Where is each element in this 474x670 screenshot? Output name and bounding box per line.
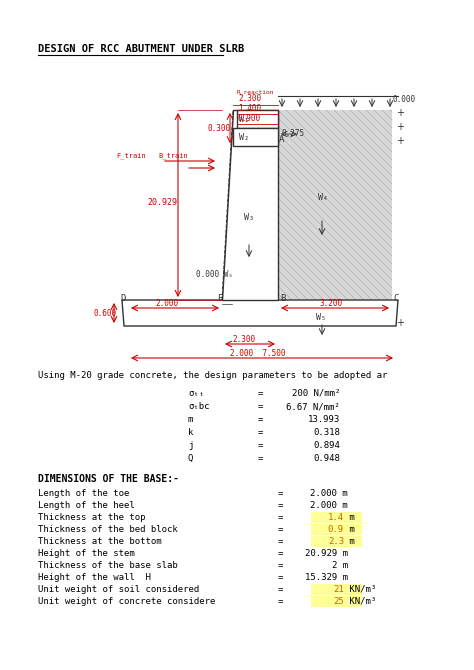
Text: F_train: F_train [116, 152, 146, 159]
Polygon shape [237, 110, 278, 128]
Text: =: = [278, 489, 283, 498]
Text: R_reaction: R_reaction [237, 89, 274, 94]
Text: 1.400: 1.400 [238, 104, 261, 113]
Text: W₁: W₁ [239, 115, 249, 124]
Text: E: E [217, 294, 222, 303]
Text: W₂: W₂ [239, 133, 249, 142]
Text: 2.300: 2.300 [232, 335, 255, 344]
Text: 0.300: 0.300 [208, 124, 231, 133]
Text: Thickness at the bottom: Thickness at the bottom [38, 537, 162, 546]
Text: 20.929: 20.929 [147, 198, 177, 207]
Text: +: + [396, 318, 404, 328]
Text: =: = [278, 597, 283, 606]
Text: Unit weight of concrete considere: Unit weight of concrete considere [38, 597, 215, 606]
Text: C: C [393, 294, 398, 303]
Text: Length of the toe: Length of the toe [38, 489, 129, 498]
Text: 1.4: 1.4 [328, 513, 344, 522]
Text: =: = [258, 402, 264, 411]
Text: 200 N/mm²: 200 N/mm² [292, 389, 340, 398]
Text: +: + [396, 136, 404, 146]
Text: =: = [278, 573, 283, 582]
Text: k: k [188, 428, 193, 437]
Text: =: = [278, 549, 283, 558]
Text: 0.9: 0.9 [328, 525, 344, 534]
Text: D: D [120, 294, 126, 303]
Text: Length of the heel: Length of the heel [38, 501, 135, 510]
Polygon shape [222, 110, 278, 300]
Text: W₃: W₃ [244, 213, 254, 222]
Text: Unit weight of soil considered: Unit weight of soil considered [38, 585, 199, 594]
Text: B: B [280, 294, 285, 303]
Text: σₜbc: σₜbc [188, 402, 210, 411]
Text: =: = [278, 513, 283, 522]
Polygon shape [278, 110, 392, 300]
Text: =: = [278, 525, 283, 534]
Text: +: + [396, 122, 404, 132]
Text: =: = [278, 561, 283, 570]
Text: =: = [258, 428, 264, 437]
Text: m: m [344, 537, 355, 546]
Text: KN/m³: KN/m³ [344, 585, 376, 594]
Text: Using M-20 grade concrete, the design parameters to be adopted ar: Using M-20 grade concrete, the design pa… [38, 371, 387, 380]
Text: 2.000 m: 2.000 m [310, 489, 348, 498]
Text: 2.300: 2.300 [238, 94, 261, 103]
FancyBboxPatch shape [311, 584, 363, 594]
Text: Height of the stem: Height of the stem [38, 549, 135, 558]
Text: =: = [278, 501, 283, 510]
FancyBboxPatch shape [311, 523, 363, 535]
Text: Height of the wall  H: Height of the wall H [38, 573, 151, 582]
Text: 0.600: 0.600 [94, 309, 117, 318]
Text: Thickness of the base slab: Thickness of the base slab [38, 561, 178, 570]
Text: 6.67 N/mm²: 6.67 N/mm² [286, 402, 340, 411]
Text: 2.000  7.500: 2.000 7.500 [230, 349, 285, 358]
Text: Q: Q [188, 454, 193, 463]
Text: =: = [258, 454, 264, 463]
Text: 0.318: 0.318 [313, 428, 340, 437]
Text: 0.900: 0.900 [238, 114, 261, 123]
Text: 2.000: 2.000 [155, 299, 178, 308]
Text: =: = [258, 441, 264, 450]
Text: 21: 21 [333, 585, 344, 594]
Text: 13.993: 13.993 [308, 415, 340, 424]
Text: 0.000 Wₛ: 0.000 Wₛ [196, 270, 233, 279]
Text: 2.000 m: 2.000 m [310, 501, 348, 510]
Text: Thickness at the top: Thickness at the top [38, 513, 146, 522]
Text: 2 m: 2 m [332, 561, 348, 570]
FancyBboxPatch shape [311, 596, 363, 606]
Text: σₜₜ: σₜₜ [188, 389, 204, 398]
Text: m: m [188, 415, 193, 424]
Polygon shape [233, 128, 278, 146]
Text: 25: 25 [333, 597, 344, 606]
Text: m: m [344, 513, 355, 522]
Text: =: = [278, 537, 283, 546]
Text: 3.200: 3.200 [320, 299, 343, 308]
Text: 15.329 m: 15.329 m [305, 573, 348, 582]
Text: A: A [279, 135, 284, 144]
Text: Thickness of the bed block: Thickness of the bed block [38, 525, 178, 534]
Text: W₅: W₅ [316, 313, 326, 322]
Text: DIMENSIONS OF THE BASE:-: DIMENSIONS OF THE BASE:- [38, 474, 179, 484]
FancyBboxPatch shape [311, 511, 363, 523]
Text: 0.000: 0.000 [393, 95, 416, 104]
Text: 20.929 m: 20.929 m [305, 549, 348, 558]
Text: j: j [188, 441, 193, 450]
Text: DESIGN OF RCC ABUTMENT UNDER SLRB: DESIGN OF RCC ABUTMENT UNDER SLRB [38, 44, 244, 54]
Text: +: + [396, 108, 404, 118]
Text: 0.894: 0.894 [313, 441, 340, 450]
Text: 0.275: 0.275 [282, 129, 305, 138]
Text: B_train: B_train [158, 152, 188, 159]
Text: m: m [344, 525, 355, 534]
Text: 2.3: 2.3 [328, 537, 344, 546]
Text: =: = [258, 389, 264, 398]
FancyBboxPatch shape [311, 535, 363, 547]
Text: =: = [278, 585, 283, 594]
Text: =: = [258, 415, 264, 424]
Text: W₄: W₄ [318, 193, 328, 202]
Text: KN/m³: KN/m³ [344, 597, 376, 606]
Text: 0.948: 0.948 [313, 454, 340, 463]
Polygon shape [122, 300, 398, 326]
